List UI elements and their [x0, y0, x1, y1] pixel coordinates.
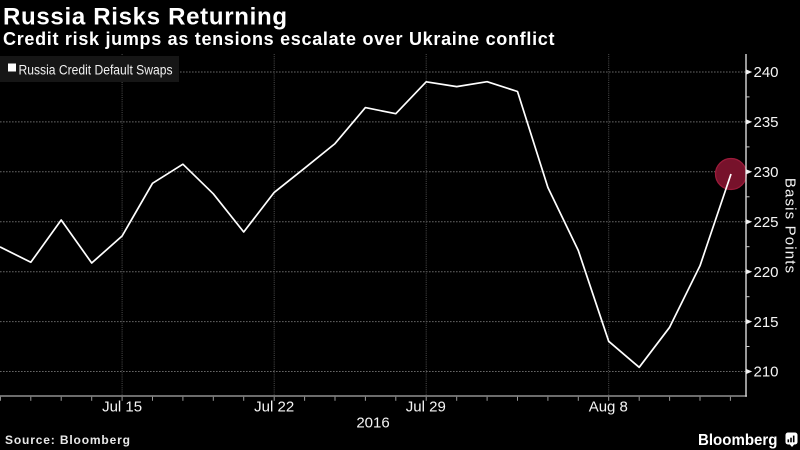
svg-text:Source: Bloomberg: Source: Bloomberg: [5, 433, 130, 447]
svg-text:Russia Risks Returning: Russia Risks Returning: [3, 4, 287, 31]
svg-text:Jul 29: Jul 29: [406, 399, 446, 416]
svg-text:215: 215: [754, 314, 779, 331]
svg-text:Bloomberg: Bloomberg: [698, 432, 778, 449]
svg-text:Aug 8: Aug 8: [589, 399, 628, 416]
svg-text:Basis Points: Basis Points: [782, 178, 799, 274]
svg-text:240: 240: [754, 64, 779, 81]
svg-text:220: 220: [754, 264, 779, 281]
svg-text:225: 225: [754, 214, 779, 231]
svg-text:210: 210: [754, 364, 779, 381]
svg-text:2016: 2016: [356, 415, 389, 432]
svg-text:235: 235: [754, 114, 779, 131]
svg-text:Jul 22: Jul 22: [254, 399, 294, 416]
svg-text:Credit risk jumps as tensions: Credit risk jumps as tensions escalate o…: [3, 29, 555, 49]
svg-text:Jul 15: Jul 15: [102, 399, 142, 416]
svg-text:Russia Credit Default Swaps: Russia Credit Default Swaps: [19, 63, 173, 78]
svg-text:230: 230: [754, 164, 779, 181]
